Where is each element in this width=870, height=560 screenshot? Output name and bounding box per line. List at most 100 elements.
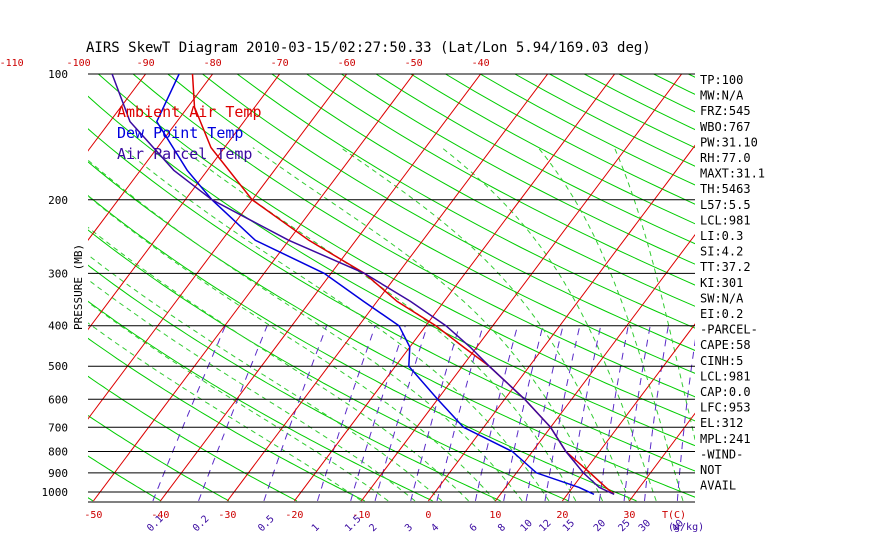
dry-adiabat-line xyxy=(88,375,298,502)
mixing-ratio-line xyxy=(474,325,519,502)
side-index-label: TT:37.2 xyxy=(700,260,751,274)
chart-labels: AIRS SkewT Diagram 2010-03-15/02:27:50.3… xyxy=(0,40,765,534)
legend-entry: Air Parcel Temp xyxy=(117,145,252,163)
pressure-tick-label: 100 xyxy=(48,68,68,81)
legend-entry: Ambient Air Temp xyxy=(117,103,262,121)
side-index-label: MPL:241 xyxy=(700,432,751,446)
bottom-unit-label: T(C) xyxy=(662,510,686,521)
side-index-label: CINH:5 xyxy=(700,354,743,368)
dry-adiabat-line xyxy=(88,337,365,502)
bottom-temp-tick-label: -20 xyxy=(285,510,303,521)
pressure-tick-label: 1000 xyxy=(42,486,69,499)
dry-adiabat-line xyxy=(88,95,695,447)
side-index-label: L57:5.5 xyxy=(700,198,751,212)
side-index-label: AVAIL xyxy=(700,479,736,493)
mixing-ratio-label: 1 xyxy=(310,522,322,534)
side-index-label: TP:100 xyxy=(700,73,743,87)
mixing-ratio-line xyxy=(317,325,376,502)
bottom-temp-tick-label: 30 xyxy=(623,510,635,521)
side-index-label: SW:N/A xyxy=(700,291,744,305)
moist-adiabat-line xyxy=(88,226,469,502)
dry-adiabat-line xyxy=(340,74,695,265)
pressure-tick-label: 200 xyxy=(48,194,68,207)
isotherm-line xyxy=(160,74,482,502)
chart-title: AIRS SkewT Diagram 2010-03-15/02:27:50.3… xyxy=(86,40,651,56)
side-index-label: TH:5463 xyxy=(700,182,751,196)
isotherm-line xyxy=(495,233,695,502)
dry-adiabat-line xyxy=(88,414,230,502)
isotherm-line xyxy=(294,74,616,502)
mixing-ratio-line xyxy=(374,325,428,502)
side-index-label: -PARCEL- xyxy=(700,323,758,337)
profile-lines xyxy=(111,74,615,495)
side-index-label: -WIND- xyxy=(700,447,743,461)
top-temp-tick-label: -80 xyxy=(204,58,222,69)
bottom-temp-tick-label: -10 xyxy=(352,510,370,521)
isotherm-line xyxy=(428,144,695,502)
dry-adiabat-line xyxy=(88,300,433,502)
isotherm-line xyxy=(227,74,549,502)
moist-adiabat-line xyxy=(441,147,657,502)
side-index-label: NOT xyxy=(700,463,722,477)
dry-adiabat-line xyxy=(751,55,870,501)
pressure-tick-label: 900 xyxy=(48,467,68,480)
mixing-ratio-line xyxy=(599,325,629,501)
side-index-label: MW:N/A xyxy=(700,89,744,103)
moist-adiabat-line xyxy=(88,279,416,502)
mixing-ratio-label: 20 xyxy=(592,518,608,534)
pressure-tick-label: 500 xyxy=(48,360,68,373)
side-index-label: LI:0.3 xyxy=(700,229,743,243)
mixing-ratio-line xyxy=(152,325,226,502)
isobar-lines xyxy=(88,73,695,503)
dry-adiabat-line xyxy=(785,55,870,501)
mixing-ratio-label: 0.5 xyxy=(256,514,277,535)
isotherm-line xyxy=(88,74,214,241)
top-temp-tick-label: -100 xyxy=(67,58,91,69)
y-axis-label: PRESSURE (MB) xyxy=(72,244,85,330)
isotherm-line xyxy=(562,323,695,502)
pressure-tick-label: 300 xyxy=(48,267,68,280)
legend-entry: Dew Point Temp xyxy=(117,124,243,142)
mixing-ratio-line xyxy=(644,325,669,501)
mixing-ratio-label: 0.2 xyxy=(191,514,212,535)
dry-adiabat-line xyxy=(0,55,25,501)
dry-adiabat-line xyxy=(271,74,695,307)
bottom-temp-tick-label: -40 xyxy=(151,510,169,521)
mixing-ratio-line xyxy=(436,325,484,502)
dry-adiabat-line xyxy=(88,128,695,472)
side-index-label: CAPE:58 xyxy=(700,338,751,352)
side-index-label: PW:31.10 xyxy=(700,135,758,149)
side-index-label: MAXT:31.1 xyxy=(700,167,765,181)
isotherm-line xyxy=(0,65,19,501)
side-index-label: RH:77.0 xyxy=(700,151,751,165)
dry-adiabat-line xyxy=(305,74,695,286)
series-line-ambient-air-temp xyxy=(191,74,615,495)
pressure-tick-label: 700 xyxy=(48,421,68,434)
moist-adiabat-line xyxy=(88,322,362,502)
mixing-ratio-line xyxy=(503,325,544,501)
moist-adiabat-line xyxy=(121,147,550,502)
mixing-ratio-line xyxy=(350,325,406,502)
side-index-label: EL:312 xyxy=(700,416,743,430)
bottom-temp-tick-label: 10 xyxy=(489,510,501,521)
bottom-temp-tick-label: 20 xyxy=(556,510,568,521)
side-index-label: SI:4.2 xyxy=(700,245,743,259)
dry-adiabat-line xyxy=(201,74,695,351)
top-temp-tick-label: -70 xyxy=(271,58,289,69)
mixing-ratio-line xyxy=(198,325,268,502)
top-temp-tick-label: -60 xyxy=(338,58,356,69)
dry-adiabat-line xyxy=(513,74,695,167)
mixing-ratio-line xyxy=(623,325,651,501)
side-index-label: WBO:767 xyxy=(700,120,751,134)
dry-adiabat-line xyxy=(375,74,695,245)
moist-adiabat-line xyxy=(88,254,443,502)
dry-adiabat-line xyxy=(88,194,637,502)
isotherm-line xyxy=(629,412,695,502)
dry-adiabat-line xyxy=(132,74,695,398)
isotherm-line xyxy=(88,74,348,420)
mixing-ratio-label: 3 xyxy=(403,522,415,534)
mixing-ratio-line xyxy=(568,325,602,501)
side-index-label: KI:301 xyxy=(700,276,743,290)
pressure-tick-label: 400 xyxy=(48,320,68,333)
